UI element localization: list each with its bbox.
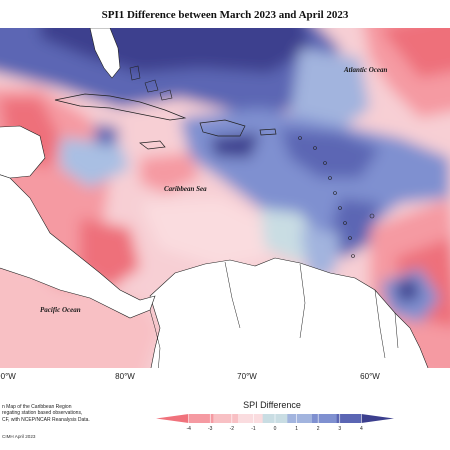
legend-tick-label: -1 bbox=[251, 426, 256, 432]
map-title: SPI1 Difference between March 2023 and A… bbox=[101, 9, 349, 21]
land-masses bbox=[0, 28, 429, 368]
lon-tick-60w: 60°W bbox=[360, 372, 380, 381]
description-line: regating station based observations, bbox=[2, 410, 83, 417]
legend-tick-label: 3 bbox=[338, 426, 341, 432]
legend-swatch bbox=[312, 414, 338, 423]
legend-tick-label: 2 bbox=[317, 426, 320, 432]
label-caribbean-sea: Caribbean Sea bbox=[164, 185, 207, 193]
spi-difference-map: Atlantic Ocean Caribbean Sea Pacific Oce… bbox=[0, 28, 450, 368]
label-pacific-ocean: Pacific Ocean bbox=[40, 306, 81, 314]
legend-swatch bbox=[361, 414, 394, 423]
legend-swatch bbox=[287, 414, 313, 423]
legend-tick-label: 4 bbox=[360, 426, 363, 432]
legend-bar: -4 -3 -2 -1 0 1 2 3 4 bbox=[156, 414, 394, 432]
description-line: n Map of the Caribbean Region bbox=[2, 404, 72, 410]
legend-title: SPI Difference bbox=[243, 400, 301, 410]
legend-tick-label: -4 bbox=[186, 426, 191, 432]
legend-swatch bbox=[336, 414, 362, 423]
map-description: n Map of the Caribbean Region regating s… bbox=[2, 404, 142, 423]
legend-swatch bbox=[156, 414, 189, 423]
lon-tick-70w: 70°W bbox=[237, 372, 257, 381]
color-legend: -4 -3 -2 -1 0 1 2 3 4 bbox=[150, 412, 400, 436]
legend-swatch bbox=[213, 414, 239, 423]
lon-tick-90w: 90°W bbox=[0, 372, 16, 381]
legend-tick-label: -3 bbox=[208, 426, 213, 432]
legend-tick-label: 1 bbox=[295, 426, 298, 432]
legend-tick-label: -2 bbox=[230, 426, 235, 432]
lon-tick-80w: 80°W bbox=[115, 372, 135, 381]
map-canvas: Atlantic Ocean Caribbean Sea Pacific Oce… bbox=[0, 28, 450, 368]
legend-swatch bbox=[188, 414, 214, 423]
description-line: CF, with NCEP/NCAR Reanalysis Data. bbox=[2, 416, 90, 423]
label-atlantic-ocean: Atlantic Ocean bbox=[343, 66, 387, 74]
legend-tick-label: 0 bbox=[274, 426, 277, 432]
credit-text: CIMH April 2023 bbox=[2, 434, 36, 439]
legend-swatch bbox=[238, 414, 264, 423]
